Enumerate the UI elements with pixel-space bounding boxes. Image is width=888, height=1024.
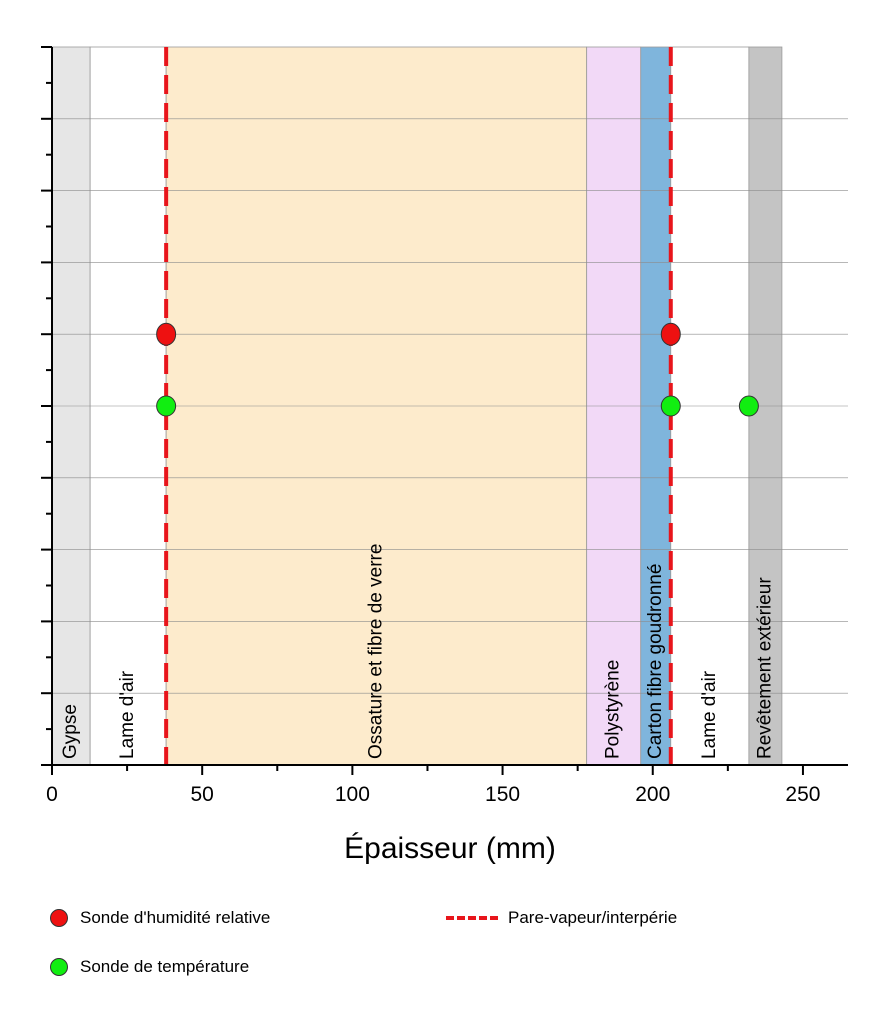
x-tick-label: 0: [46, 783, 58, 806]
grid-lines: [52, 118, 848, 766]
temperature-probe-marker: [660, 395, 681, 417]
x-tick-label: 50: [191, 783, 214, 806]
layer-labels: Gypse Lame d'air Ossature et fibre de verr…: [60, 544, 775, 759]
temperature-probe-marker: [156, 395, 177, 417]
x-tick-label: 200: [635, 783, 670, 806]
axes: 0 50 100 150 200 250: [41, 46, 848, 806]
x-axis-label: Épaisseur (mm): [344, 832, 556, 865]
x-tick-label: 100: [335, 783, 370, 806]
layer-label: Lame d'air: [117, 670, 138, 759]
layer-label: Polystyrène: [603, 660, 624, 759]
humidity-probe-marker: [156, 322, 177, 346]
vapor-barrier-lines: [164, 47, 673, 765]
probe-markers: [156, 322, 759, 417]
layer-label: Ossature et fibre de verre: [365, 544, 386, 759]
layer-label: Revêtement extérieur: [754, 577, 775, 759]
x-tick-label: 250: [785, 783, 820, 806]
layer-label: Gypse: [60, 704, 81, 759]
x-tick-label: 150: [485, 783, 520, 806]
temperature-probe-marker: [738, 395, 759, 417]
humidity-probe-marker: [660, 322, 681, 346]
layer-label: Lame d'air: [699, 670, 720, 759]
layer-label: Carton fibre goudronné: [645, 564, 666, 759]
